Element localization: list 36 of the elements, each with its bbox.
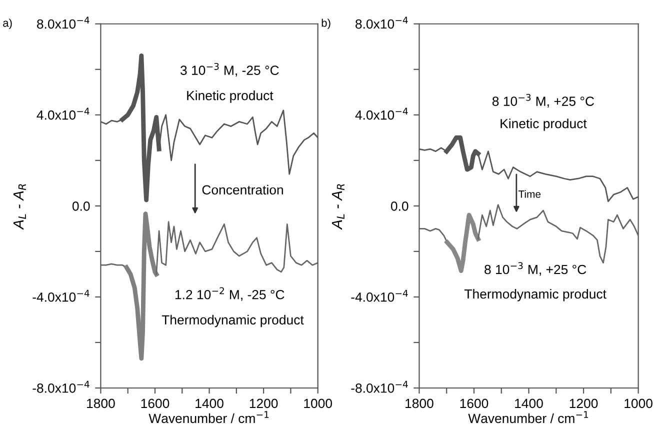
x-axis-title: Wavenumber / cm$^{−1}$ — [468, 411, 588, 424]
x-tick-label: 1000 — [304, 398, 332, 408]
y-tick-label: 4.0x10$^{−4}$ — [355, 108, 408, 120]
annotation: 3 10$^{−3}$ M, -25 °C — [180, 62, 279, 77]
y-axis-title: A$_{L}$ - A$_{R}$ — [332, 184, 344, 230]
y-tick-label: -8.0x10$^{−4}$ — [351, 380, 408, 393]
annotation: Kinetic product — [500, 118, 587, 131]
x-tick-label: 1000 — [624, 398, 652, 408]
y-tick-label: -4.0x10$^{−4}$ — [351, 290, 408, 302]
annotation: Concentration — [202, 184, 283, 195]
x-tick-label: 1400 — [515, 398, 543, 408]
y-tick-label: 4.0x10$^{−4}$ — [36, 108, 90, 120]
x-tick-label: 1400 — [196, 398, 224, 408]
annotation: Thermodynamic product — [162, 314, 304, 328]
y-tick-label: 0.0 — [390, 202, 408, 211]
annotation: 1.2 10$^{−2}$ M, -25 °C — [175, 287, 284, 301]
annotation: Kinetic product — [187, 90, 274, 103]
x-tick-label: 1600 — [460, 398, 488, 408]
x-tick-label: 1200 — [570, 398, 598, 408]
y-tick-label: 8.0x10$^{−4}$ — [356, 16, 408, 29]
y-tick-label: 8.0x10$^{−4}$ — [37, 16, 90, 29]
x-tick-label: 1800 — [406, 398, 434, 408]
y-axis-title: A$_{L}$ - A$_{R}$ — [13, 184, 26, 230]
annotation: Thermodynamic product — [464, 288, 606, 302]
text: b) — [322, 18, 330, 30]
y-tick-label: -4.0x10$^{−4}$ — [32, 290, 90, 302]
annotation: 8 10$^{−3}$ M, +25 °C — [492, 94, 594, 108]
y-tick-label: 0.0 — [72, 202, 90, 211]
annotation: Time — [518, 190, 541, 198]
x-tick-label: 1200 — [250, 398, 278, 408]
x-tick-label: 1800 — [87, 398, 115, 408]
y-tick-label: -8.0x10$^{−4}$ — [32, 380, 90, 393]
text: a) — [3, 18, 12, 30]
x-axis-title: Wavenumber / cm$^{−1}$ — [148, 411, 269, 424]
annotation: 8 10$^{−3}$ M, +25 °C — [484, 262, 586, 276]
x-tick-label: 1600 — [141, 398, 170, 408]
